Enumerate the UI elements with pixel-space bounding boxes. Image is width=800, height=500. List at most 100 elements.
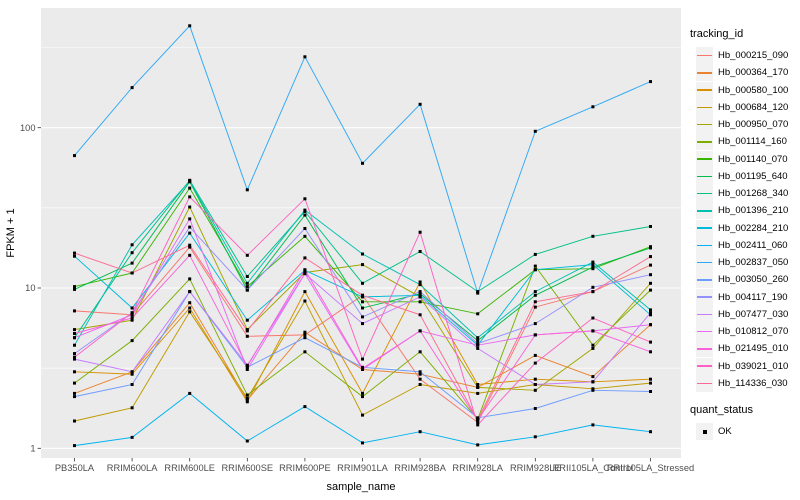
- svg-text:RRII105LA_Control: RRII105LA_Control: [553, 463, 634, 473]
- legend-entry-label: Hb_004117_190: [718, 291, 788, 303]
- legend-entry-label: Hb_000580_100: [718, 84, 789, 96]
- legend-key-swatch: [696, 236, 713, 254]
- legend-line-swatch: [697, 313, 712, 316]
- quant-legend-title: quant_status: [690, 404, 753, 416]
- x-tick-labels: PB350LA RRIM600LA RRIM600LE RRIM600SE RRIM60…: [55, 463, 694, 473]
- legend-line-swatch: [697, 296, 712, 298]
- y-axis-title: FPKM + 1: [5, 208, 17, 257]
- x-axis-title: sample_name: [326, 481, 395, 493]
- svg-text:RRIM600SE: RRIM600SE: [221, 463, 273, 473]
- legend-line-swatch: [697, 106, 712, 109]
- svg-text:RRIM928LA: RRIM928LA: [452, 463, 503, 473]
- legend-entry: Hb_004117_190: [690, 288, 798, 306]
- legend-entry: Hb_021495_010: [690, 340, 798, 358]
- legend-key-swatch: [696, 133, 713, 151]
- legend-entry-label: Hb_000684_120: [718, 101, 789, 113]
- legend-key-swatch: [696, 357, 713, 375]
- legend-line-swatch: [697, 175, 712, 178]
- legend: tracking_id Hb_000215_090 Hb_000364_170 Hb…: [690, 28, 798, 441]
- legend-entry: Hb_114336_030: [690, 374, 798, 392]
- legend-key-swatch: [696, 202, 713, 220]
- legend-entry: Hb_000580_100: [690, 81, 798, 99]
- legend-key-swatch: [696, 98, 713, 116]
- legend-entry: Hb_001396_210: [690, 202, 798, 220]
- legend-key-swatch: [696, 47, 713, 65]
- legend-entries: Hb_000215_090 Hb_000364_170 Hb_000580_100 H…: [690, 47, 798, 392]
- legend-entry: Hb_003050_260: [690, 271, 798, 289]
- quant-legend-entry: OK: [690, 423, 798, 441]
- legend-entry-label: Hb_002411_060: [718, 239, 788, 251]
- legend-entry: Hb_000364_170: [690, 64, 798, 82]
- legend-line-swatch: [697, 330, 712, 333]
- legend-line-swatch: [697, 141, 712, 143]
- legend-line-swatch: [697, 192, 712, 195]
- legend-entry: Hb_000215_090: [690, 47, 798, 65]
- svg-text:10: 10: [25, 283, 35, 293]
- legend-key-swatch: [696, 254, 713, 272]
- legend-key-swatch: [696, 185, 713, 203]
- legend-entry-label: Hb_002837_050: [718, 257, 789, 269]
- legend-key-swatch: [696, 340, 713, 358]
- chart-svg: PB350LA RRIM600LA RRIM600LE RRIM600SE RRIM60…: [5, 8, 694, 493]
- legend-line-swatch: [697, 123, 712, 126]
- legend-entry-label: Hb_007477_030: [718, 308, 789, 320]
- legend-entry-label: Hb_021495_010: [718, 343, 789, 355]
- svg-text:RRIM600PE: RRIM600PE: [279, 463, 331, 473]
- legend-entry-label: Hb_000950_070: [718, 119, 789, 131]
- legend-key-swatch: [696, 305, 713, 323]
- legend-entry: Hb_039021_010: [690, 357, 798, 375]
- legend-line-swatch: [697, 348, 712, 350]
- legend-line-swatch: [697, 227, 712, 229]
- quant-entry-label: OK: [718, 426, 732, 438]
- legend-entry: Hb_010812_070: [690, 323, 798, 341]
- legend-key-swatch: [696, 167, 713, 185]
- legend-entry-label: Hb_039021_010: [718, 360, 789, 372]
- legend-key-swatch: [696, 81, 713, 99]
- legend-entry: Hb_002837_050: [690, 254, 798, 272]
- quant-legend: quant_status OK: [690, 404, 798, 441]
- legend-line-swatch: [697, 261, 712, 264]
- legend-key-swatch: [696, 150, 713, 168]
- axis-ticks: [37, 127, 651, 462]
- legend-entry-label: Hb_003050_260: [718, 274, 789, 286]
- legend-entry: Hb_001114_160: [690, 133, 798, 151]
- legend-entry: Hb_000950_070: [690, 116, 798, 134]
- legend-line-swatch: [697, 365, 712, 367]
- legend-key-swatch: [696, 64, 713, 82]
- svg-text:RRII105LA_Stressed: RRII105LA_Stressed: [607, 463, 694, 473]
- legend-key-swatch: [696, 271, 713, 289]
- legend-key-swatch: [696, 116, 713, 134]
- legend-entry: Hb_002284_210: [690, 219, 798, 237]
- legend-line-swatch: [697, 54, 712, 57]
- legend-entry: Hb_001195_640: [690, 167, 798, 185]
- legend-title: tracking_id: [690, 28, 744, 40]
- svg-text:100: 100: [20, 123, 36, 133]
- svg-text:RRIM901LA: RRIM901LA: [337, 463, 388, 473]
- legend-line-swatch: [697, 158, 712, 160]
- legend-entry-label: Hb_000215_090: [718, 50, 789, 62]
- data-points: [73, 24, 652, 448]
- legend-key-swatch: [696, 323, 713, 341]
- svg-text:RRIM600LA: RRIM600LA: [107, 463, 158, 473]
- svg-text:1: 1: [30, 444, 35, 454]
- legend-entry: Hb_007477_030: [690, 305, 798, 323]
- svg-text:PB350LA: PB350LA: [55, 463, 95, 473]
- svg-text:RRIM928LE: RRIM928LE: [510, 463, 561, 473]
- legend-entry-label: Hb_001268_340: [718, 188, 789, 200]
- legend-entry: Hb_002411_060: [690, 236, 798, 254]
- legend-entry-label: Hb_001195_640: [718, 170, 788, 182]
- legend-line-swatch: [697, 89, 712, 91]
- legend-entry-label: Hb_000364_170: [718, 67, 789, 79]
- legend-entry-label: Hb_001396_210: [718, 205, 789, 217]
- legend-key-swatch: [696, 219, 713, 237]
- svg-text:RRIM928BA: RRIM928BA: [394, 463, 446, 473]
- plot-panel: PB350LA RRIM600LA RRIM600LE RRIM600SE RRIM60…: [5, 8, 694, 493]
- legend-line-swatch: [697, 244, 712, 247]
- quant-point-swatch: [702, 429, 707, 434]
- y-tick-labels: 1 10 100: [20, 123, 36, 454]
- legend-entry-label: Hb_010812_070: [718, 326, 789, 338]
- legend-line-swatch: [697, 279, 712, 281]
- legend-key-swatch: [696, 374, 713, 392]
- legend-entry-label: Hb_001114_160: [718, 136, 787, 148]
